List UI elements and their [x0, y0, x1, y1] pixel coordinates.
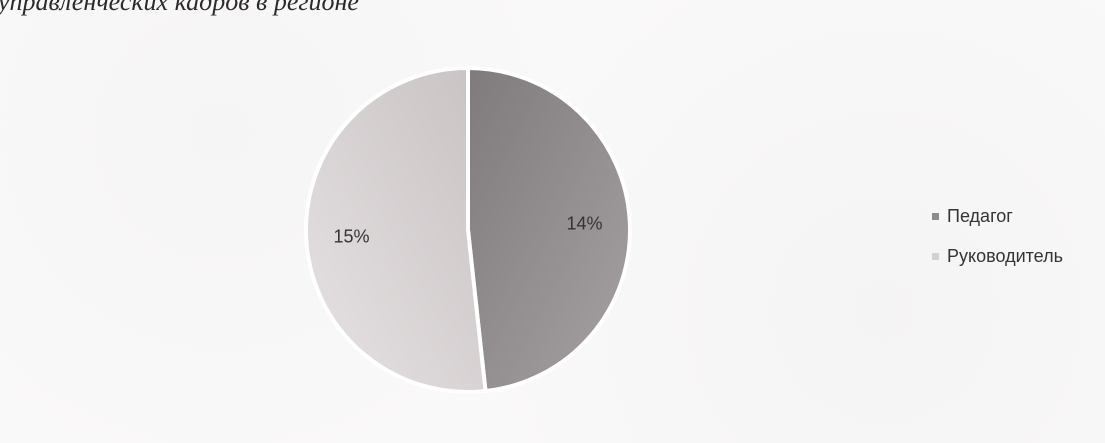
chart-caption: управленческих кадров в регионе: [0, 0, 359, 16]
pie-slice-0: [466, 65, 632, 394]
legend-label-0: Педагог: [947, 205, 1013, 226]
legend-item-0: Педагог: [932, 196, 1063, 236]
legend-swatch-1: [932, 252, 939, 260]
legend-item-1: Руководитель: [932, 236, 1063, 276]
pie-slice-1: [304, 65, 488, 394]
chart-legend: Педагог Руководитель: [932, 196, 1063, 276]
legend-label-1: Руководитель: [947, 245, 1063, 266]
legend-swatch-0: [932, 212, 939, 220]
slice-label-0: 14%: [566, 214, 602, 234]
slice-label-1: 15%: [334, 226, 370, 246]
